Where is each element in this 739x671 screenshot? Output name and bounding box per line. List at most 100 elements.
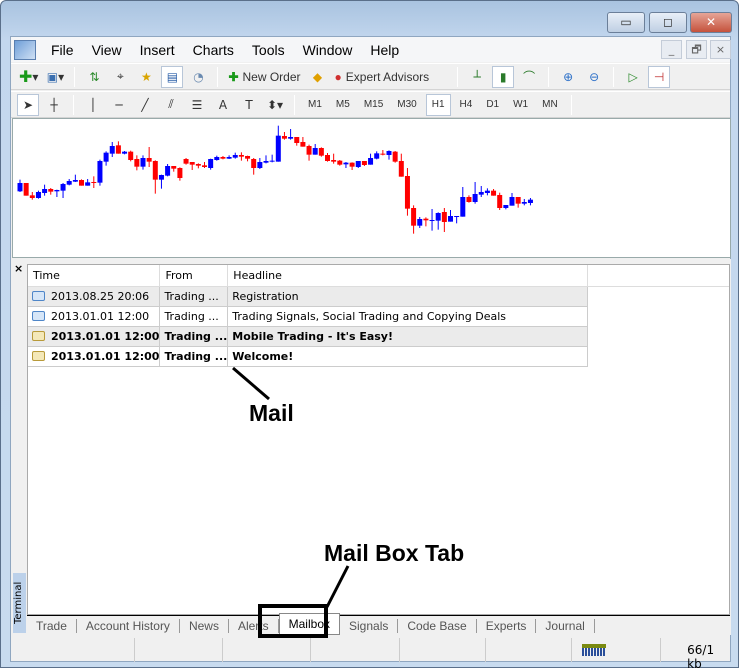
bearish-candle — [337, 160, 343, 166]
bearish-candle — [238, 152, 244, 161]
bullish-candle — [122, 151, 128, 155]
arrows-button[interactable]: ⬍ ▾ — [266, 97, 284, 112]
candle-body — [134, 159, 140, 167]
candle-body — [42, 189, 48, 193]
mail-row[interactable]: 2013.01.01 12:00 Trading ... Trading Signa… — [28, 306, 729, 327]
line-chart-icon: ⌒ — [523, 70, 536, 84]
tab-experts[interactable]: Experts — [477, 618, 537, 633]
navigator-button[interactable]: ★ — [135, 66, 157, 88]
candle-body — [300, 142, 306, 147]
bearish-candle — [361, 161, 367, 166]
candle-body — [429, 220, 435, 221]
candle-body — [48, 189, 54, 192]
menu-insert[interactable]: Insert — [139, 41, 175, 58]
text-button[interactable]: A — [212, 94, 234, 116]
timeframe-m5[interactable]: M5 — [335, 99, 350, 110]
bearish-candle — [325, 153, 330, 162]
mdi-close-button[interactable]: × — [710, 40, 731, 59]
timeframe-mn[interactable]: MN — [542, 99, 558, 110]
line-chart-button[interactable]: ⌒ — [518, 66, 540, 88]
cursor-button[interactable]: ➤ — [17, 93, 39, 116]
bullish-candle — [484, 188, 490, 196]
mdi-minimize-button[interactable]: _ — [661, 40, 682, 59]
horizontal-line-button[interactable]: ─ — [108, 94, 130, 116]
tab-code-base[interactable]: Code Base — [398, 618, 477, 633]
tab-account-history[interactable]: Account History — [77, 618, 180, 633]
column-time[interactable]: Time — [28, 265, 161, 287]
client-area: File View Insert Charts Tools Window Hel… — [10, 36, 731, 671]
mail-headline: Registration — [227, 286, 588, 307]
text-label-button[interactable]: T — [238, 94, 260, 116]
crosshair-button[interactable]: ┼ — [43, 94, 65, 116]
equidistant-channel-button[interactable]: ⫽ — [160, 94, 182, 116]
strategy-tester-button[interactable]: ◔ — [187, 66, 209, 88]
data-window-button[interactable]: ⌖ — [109, 66, 131, 88]
mail-from: Trading ... — [159, 286, 229, 307]
menu-tools[interactable]: Tools — [251, 41, 285, 58]
vertical-line-button[interactable]: │ — [82, 94, 104, 116]
candle-body — [386, 151, 392, 155]
candle-body — [521, 202, 527, 204]
zoom-in-button[interactable]: ⊕ — [557, 66, 579, 88]
candle-body — [325, 155, 330, 161]
timeframe-w1[interactable]: W1 — [513, 99, 529, 110]
maximize-button[interactable]: ◻ — [649, 12, 687, 33]
chart-shift-button[interactable]: ⊣ — [648, 65, 671, 88]
mdi-restore-button[interactable]: 🗗 — [686, 40, 707, 59]
new-order-button[interactable]: ✚ New Order — [226, 66, 302, 88]
auto-scroll-button[interactable]: ▷ — [622, 66, 644, 88]
candle-body — [109, 146, 115, 154]
mail-row[interactable]: 2013.01.01 12:00 Trading ... Welcome! — [28, 346, 729, 367]
close-button[interactable]: ✕ — [690, 12, 732, 33]
candle-body — [122, 151, 128, 154]
bullish-candle — [54, 189, 60, 197]
timeframe-m30[interactable]: M30 — [397, 99, 417, 110]
column-headline[interactable]: Headline — [227, 265, 588, 287]
candle-body — [312, 148, 318, 155]
timeframe-h4[interactable]: H4 — [459, 99, 473, 110]
bar-chart-button[interactable]: ┴ — [466, 66, 488, 88]
minimize-button[interactable]: ▭ — [607, 12, 645, 33]
timeframe-m1[interactable]: M1 — [308, 99, 322, 110]
bullish-candle — [35, 190, 41, 199]
tab-news[interactable]: News — [180, 618, 229, 633]
bar-chart-icon: ┴ — [473, 69, 481, 84]
metaeditor-button[interactable]: ◆ — [307, 66, 329, 88]
menu-charts[interactable]: Charts — [192, 41, 234, 58]
candlestick-button[interactable]: ▮ — [492, 65, 515, 88]
tab-trade[interactable]: Trade — [27, 618, 77, 633]
profiles-button[interactable]: ▣ ▾ — [46, 69, 65, 84]
column-from[interactable]: From — [159, 265, 229, 287]
bullish-candle — [288, 129, 294, 140]
price-chart[interactable] — [12, 118, 731, 258]
timeframe-m15[interactable]: M15 — [363, 99, 384, 110]
bullish-candle — [368, 153, 374, 165]
timeframe-h1[interactable]: H1 — [425, 93, 451, 116]
trendline-button[interactable]: ╱ — [134, 94, 156, 116]
timeframe-d1[interactable]: D1 — [486, 99, 500, 110]
terminal-button[interactable]: ▤ — [161, 65, 184, 88]
close-icon: ✕ — [705, 15, 717, 29]
mail-row[interactable]: 2013.08.25 20:06 Trading ... Registration — [28, 286, 729, 307]
menu-view[interactable]: View — [91, 41, 122, 58]
new-chart-button[interactable]: ✚ ▾ — [19, 67, 39, 86]
candle-body — [214, 157, 220, 160]
candle-body — [460, 197, 466, 217]
candle-body — [423, 218, 429, 221]
bullish-candle — [214, 155, 220, 161]
menu-help[interactable]: Help — [370, 41, 400, 58]
tab-signals[interactable]: Signals — [340, 618, 399, 633]
candle-body — [331, 160, 337, 162]
bearish-candle — [115, 141, 121, 154]
expert-advisors-button[interactable]: ● Expert Advisors — [333, 66, 432, 88]
mail-row[interactable]: 2013.01.01 12:00 Trading ... Mobile Tradin… — [28, 326, 729, 347]
terminal-close-icon[interactable]: × — [14, 262, 24, 275]
bullish-candle — [257, 158, 263, 169]
fibonacci-button[interactable]: ☰ — [186, 94, 208, 116]
market-watch-button[interactable]: ⇅ — [83, 66, 105, 88]
chart-shift-icon: ⊣ — [653, 69, 665, 84]
menu-window[interactable]: Window — [302, 41, 353, 58]
tab-journal[interactable]: Journal — [536, 618, 595, 633]
menu-file[interactable]: File — [51, 41, 74, 58]
zoom-out-button[interactable]: ⊖ — [583, 66, 605, 88]
